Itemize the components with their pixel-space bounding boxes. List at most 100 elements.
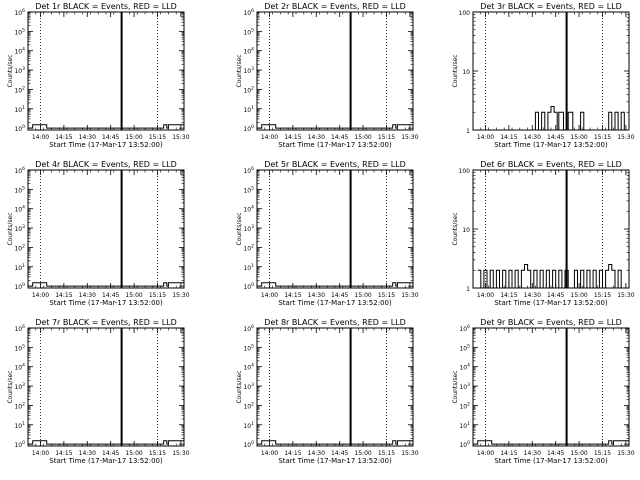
y-tick-label: 104 — [14, 205, 25, 214]
x-tick-label: 14:45 — [102, 450, 119, 457]
y-axis-label: Counts/sec — [452, 212, 459, 245]
y-tick-label: 100 — [14, 440, 25, 449]
x-tick-label: 15:15 — [149, 134, 166, 141]
x-tick-label: 14:15 — [284, 450, 301, 457]
x-tick-label: 14:45 — [102, 292, 119, 299]
y-tick-label: 101 — [14, 421, 25, 430]
x-tick-label: 14:30 — [308, 292, 325, 299]
x-axis-label: Start Time (17-Mar-17 13:52:00) — [49, 457, 163, 465]
y-tick-label: 103 — [243, 66, 254, 75]
x-axis-label: Start Time (17-Mar-17 13:52:00) — [494, 299, 608, 307]
x-tick-label: 15:15 — [594, 292, 611, 299]
x-tick-label: 15:15 — [594, 450, 611, 457]
y-tick-label: 1 — [466, 128, 470, 135]
y-axis-label: Counts/sec — [7, 370, 14, 403]
x-tick-label: 14:45 — [102, 134, 119, 141]
y-tick-label: 100 — [243, 440, 254, 449]
plot-frame — [27, 169, 185, 289]
y-tick-label: 1 — [466, 286, 470, 293]
x-tick-label: 14:15 — [500, 450, 517, 457]
x-axis-label: Start Time (17-Mar-17 13:52:00) — [494, 141, 608, 149]
y-axis-label: Counts/sec — [452, 54, 459, 87]
y-tick-label: 106 — [14, 166, 25, 175]
y-tick-label: 102 — [14, 401, 25, 410]
x-tick-label: 14:30 — [524, 134, 541, 141]
y-tick-label: 106 — [243, 324, 254, 333]
x-tick-label: 15:30 — [401, 134, 418, 141]
plot-frame — [256, 327, 414, 447]
series-line — [532, 106, 629, 131]
y-tick-label: 106 — [459, 324, 470, 333]
y-tick-label: 103 — [243, 224, 254, 233]
x-tick-label: 14:30 — [79, 450, 96, 457]
x-tick-label: 15:00 — [125, 134, 142, 141]
x-axis-label: Start Time (17-Mar-17 13:52:00) — [278, 299, 392, 307]
series-line — [28, 124, 184, 129]
y-tick-label: 106 — [14, 8, 25, 17]
y-tick-label: 105 — [14, 343, 25, 352]
panel-title: Det 7r BLACK = Events, RED = LLD — [35, 318, 177, 327]
panel-det-8: Det 8r BLACK = Events, RED = LLD Counts/s… — [236, 318, 419, 465]
y-tick-label: 100 — [243, 124, 254, 133]
panel-det-4: Det 4r BLACK = Events, RED = LLD Counts/s… — [7, 160, 190, 307]
y-tick-label: 102 — [243, 243, 254, 252]
x-tick-label: 15:15 — [149, 450, 166, 457]
x-tick-label: 15:15 — [378, 450, 395, 457]
y-tick-label: 102 — [14, 85, 25, 94]
panel-title: Det 9r BLACK = Events, RED = LLD — [480, 318, 622, 327]
y-tick-label: 101 — [14, 105, 25, 114]
y-axis-label: Counts/sec — [236, 212, 243, 245]
x-tick-label: 14:00 — [477, 450, 494, 457]
y-tick-label: 103 — [459, 382, 470, 391]
x-tick-label: 14:15 — [55, 292, 72, 299]
x-tick-label: 14:15 — [284, 292, 301, 299]
y-tick-label: 104 — [243, 205, 254, 214]
y-axis-label: Counts/sec — [452, 370, 459, 403]
x-tick-label: 15:00 — [125, 292, 142, 299]
y-tick-label: 102 — [243, 401, 254, 410]
y-tick-label: 100 — [459, 440, 470, 449]
x-tick-label: 14:15 — [284, 134, 301, 141]
y-tick-label: 106 — [243, 8, 254, 17]
x-tick-label: 15:30 — [172, 134, 189, 141]
plot-frame — [256, 169, 414, 289]
x-tick-label: 15:30 — [172, 450, 189, 457]
y-tick-label: 101 — [243, 105, 254, 114]
panel-title: Det 1r BLACK = Events, RED = LLD — [35, 2, 177, 11]
plot-frame — [256, 11, 414, 131]
x-tick-label: 14:00 — [32, 450, 49, 457]
y-tick-label: 104 — [459, 363, 470, 372]
x-tick-label: 15:15 — [594, 134, 611, 141]
series-line — [473, 440, 629, 445]
series-line — [257, 282, 413, 287]
x-tick-label: 14:45 — [331, 134, 348, 141]
panel-title: Det 5r BLACK = Events, RED = LLD — [264, 160, 406, 169]
panel-title: Det 4r BLACK = Events, RED = LLD — [35, 160, 177, 169]
x-axis-label: Start Time (17-Mar-17 13:52:00) — [278, 457, 392, 465]
y-tick-label: 106 — [243, 166, 254, 175]
y-tick-label: 102 — [243, 85, 254, 94]
y-tick-label: 103 — [243, 382, 254, 391]
x-tick-label: 14:45 — [547, 292, 564, 299]
plot-frame — [27, 327, 185, 447]
x-tick-label: 15:30 — [401, 292, 418, 299]
x-tick-label: 14:15 — [500, 292, 517, 299]
x-tick-label: 15:00 — [570, 134, 587, 141]
x-tick-label: 14:00 — [261, 292, 278, 299]
y-axis-label: Counts/sec — [7, 212, 14, 245]
x-tick-label: 15:00 — [354, 450, 371, 457]
y-tick-label: 102 — [14, 243, 25, 252]
x-tick-label: 15:15 — [149, 292, 166, 299]
panel-det-9: Det 9r BLACK = Events, RED = LLD Counts/s… — [452, 318, 635, 465]
panel-title: Det 3r BLACK = Events, RED = LLD — [480, 2, 622, 11]
x-tick-label: 14:00 — [477, 292, 494, 299]
x-axis-label: Start Time (17-Mar-17 13:52:00) — [494, 457, 608, 465]
x-tick-label: 14:15 — [500, 134, 517, 141]
x-tick-label: 14:30 — [79, 134, 96, 141]
panel-title: Det 6r BLACK = Events, RED = LLD — [480, 160, 622, 169]
panel-det-7: Det 7r BLACK = Events, RED = LLD Counts/s… — [7, 318, 190, 465]
x-tick-label: 14:00 — [32, 134, 49, 141]
x-tick-label: 14:00 — [32, 292, 49, 299]
y-tick-label: 101 — [243, 263, 254, 272]
y-tick-label: 104 — [14, 47, 25, 56]
